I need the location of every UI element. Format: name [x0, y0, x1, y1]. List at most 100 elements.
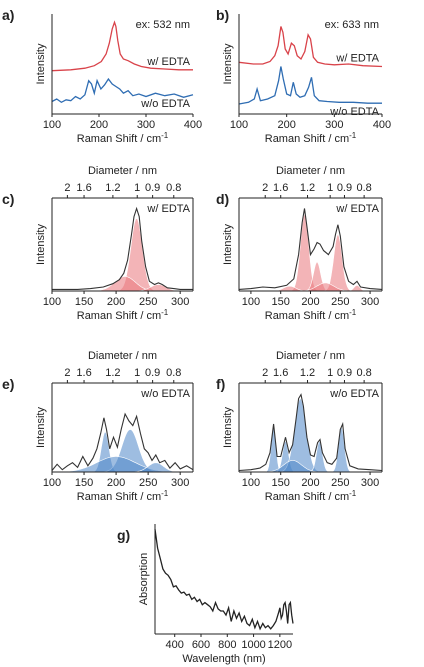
y-axis-label: Absorption [138, 553, 150, 606]
series-label: w/ EDTA [146, 56, 190, 68]
diameter-tick-label: 0.9 [337, 182, 352, 194]
x-tick-label: 250 [139, 477, 157, 489]
series-line [51, 20, 193, 72]
panel-annotation: w/o EDTA [329, 388, 379, 400]
diameter-tick-label: 1.2 [300, 182, 315, 194]
diameter-tick-label: 1.2 [105, 367, 120, 379]
diameter-tick-label: 1 [134, 182, 140, 194]
diameter-tick-label: 1.6 [273, 367, 288, 379]
x-tick-label: 300 [171, 296, 189, 308]
diameter-tick-label: 2 [64, 182, 70, 194]
panel-label: g) [117, 527, 130, 543]
x-axis-label: Raman Shift / cm-1 [77, 308, 169, 323]
panel-d: d) 100 150 200 250 300 Raman Shift / cm-1 Inten… [216, 165, 383, 322]
diameter-tick-label: 1.6 [76, 182, 91, 194]
x-tick-label: 800 [218, 639, 236, 651]
series-label: w/ EDTA [335, 53, 379, 65]
diameter-tick-label: 1.6 [273, 182, 288, 194]
x-tick-label: 300 [361, 477, 379, 489]
spectrum-line [238, 208, 383, 290]
diameter-tick-label: 1.2 [105, 182, 120, 194]
x-tick-label: 1200 [268, 639, 292, 651]
diameter-tick-label: 2 [262, 182, 268, 194]
x-axis-label: Raman Shift / cm-1 [265, 131, 357, 146]
panel-annotation: w/ EDTA [146, 203, 190, 215]
diameter-tick-label: 0.9 [145, 367, 160, 379]
diameter-tick-label: 1.6 [76, 367, 91, 379]
panel-a: a) w/ EDTA w/o EDTA 100 200 300 400 Raman Shift… [2, 7, 202, 145]
diameter-tick-label: 0.8 [356, 367, 371, 379]
x-axis-label: Raman Shift / cm-1 [77, 489, 169, 504]
panel-b: b) w/ EDTA w/o EDTA 100 200 300 400 Raman Shift… [216, 7, 391, 145]
panel-label: c) [2, 191, 14, 207]
diameter-tick-label: 0.9 [145, 182, 160, 194]
x-tick-label: 200 [107, 296, 125, 308]
x-tick-label: 250 [139, 296, 157, 308]
fit-component [239, 398, 382, 473]
x-tick-label: 600 [192, 639, 210, 651]
panel-annotation: ex: 633 nm [325, 19, 379, 31]
spectrum-line [52, 206, 193, 290]
x-tick-label: 300 [137, 119, 155, 131]
series-label: w/o EDTA [329, 106, 379, 118]
diameter-axis-label: Diameter / nm [88, 350, 157, 362]
x-axis-label: Raman Shift / cm-1 [77, 131, 169, 146]
x-tick-label: 200 [301, 296, 319, 308]
panel-label: e) [2, 376, 14, 392]
x-tick-label: 150 [272, 296, 290, 308]
diameter-tick-label: 2 [262, 367, 268, 379]
x-tick-label: 1000 [241, 639, 265, 651]
series-line [238, 66, 382, 105]
y-axis-label: Intensity [35, 407, 47, 448]
diameter-axis-label: Diameter / nm [276, 350, 345, 362]
x-tick-label: 100 [43, 477, 61, 489]
x-tick-label: 200 [277, 119, 295, 131]
x-tick-label: 400 [166, 639, 184, 651]
diameter-tick-label: 1 [327, 367, 333, 379]
x-tick-label: 400 [373, 119, 391, 131]
diameter-tick-label: 2 [64, 367, 70, 379]
x-tick-label: 100 [43, 296, 61, 308]
series-line [51, 77, 194, 104]
x-tick-label: 100 [242, 477, 260, 489]
diameter-tick-label: 0.8 [166, 182, 181, 194]
panel-label: a) [2, 7, 14, 23]
y-axis-label: Intensity [222, 224, 234, 265]
x-tick-label: 100 [242, 296, 260, 308]
x-tick-label: 300 [361, 296, 379, 308]
diameter-tick-label: 1 [134, 367, 140, 379]
x-tick-label: 100 [43, 119, 61, 131]
series-line [238, 26, 383, 68]
diameter-tick-label: 0.9 [337, 367, 352, 379]
x-axis-label: Wavelength (nm) [182, 653, 265, 665]
x-tick-label: 150 [75, 477, 93, 489]
x-tick-label: 250 [331, 296, 349, 308]
x-axis-label: Raman Shift / cm-1 [265, 489, 357, 504]
panel-f: f) 100 150 200 250 300 Raman Shift / cm-1 Inten… [216, 350, 383, 504]
x-tick-label: 100 [230, 119, 248, 131]
x-tick-label: 150 [272, 477, 290, 489]
x-tick-label: 200 [90, 119, 108, 131]
x-tick-label: 150 [75, 296, 93, 308]
panel-label: f) [216, 376, 225, 392]
panel-annotation: w/o EDTA [140, 388, 190, 400]
panel-annotation: w/ EDTA [335, 203, 379, 215]
y-axis-label: Intensity [222, 43, 234, 84]
diameter-tick-label: 0.8 [356, 182, 371, 194]
spectrum-line [51, 412, 194, 471]
x-tick-label: 300 [325, 119, 343, 131]
fit-component [51, 456, 193, 473]
panel-label: d) [216, 191, 229, 207]
diameter-tick-label: 1 [327, 182, 333, 194]
panel-label: b) [216, 7, 229, 23]
x-tick-label: 200 [301, 477, 319, 489]
diameter-axis-label: Diameter / nm [88, 165, 157, 177]
y-axis-label: Intensity [35, 43, 47, 84]
x-tick-label: 250 [331, 477, 349, 489]
diameter-tick-label: 1.2 [300, 367, 315, 379]
diameter-tick-label: 0.8 [166, 367, 181, 379]
